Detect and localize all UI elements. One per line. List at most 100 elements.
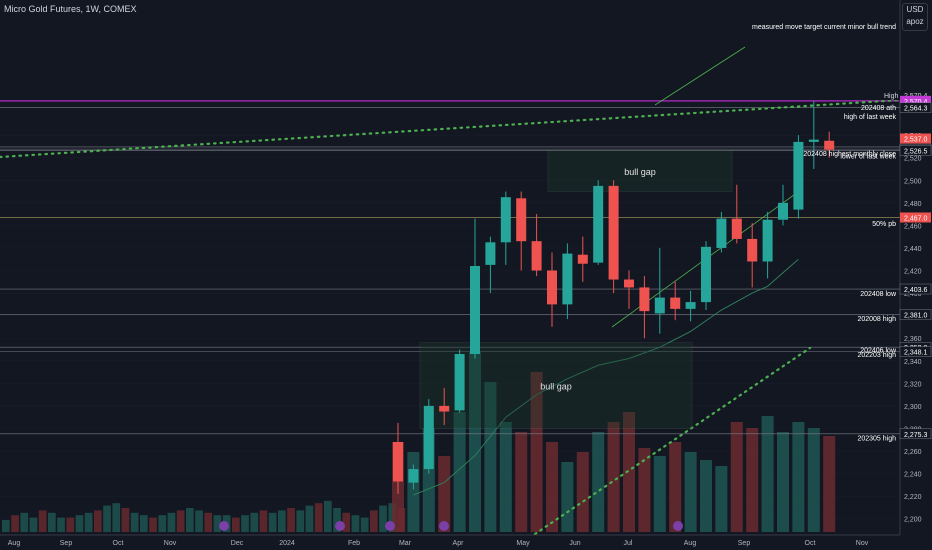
price-label-text: 2,403.6 (904, 287, 927, 294)
price-label[interactable]: 2,537.0 (900, 133, 931, 144)
volume-bar (469, 352, 481, 532)
price-tick: 2,360 (904, 336, 922, 343)
volume-bar (250, 512, 259, 532)
candle-body[interactable] (639, 287, 650, 312)
candle-body[interactable] (485, 242, 496, 265)
candle-body[interactable] (562, 253, 573, 305)
price-label[interactable]: 2,526.5 (899, 145, 932, 156)
volume-bar (761, 416, 774, 532)
time-axis[interactable]: Aug Sep Oct Nov Dec 2024 Feb Mar Apr May Jun Jul Aug… (0, 521, 900, 547)
volume-bar (94, 510, 102, 532)
volume-bar (278, 510, 286, 532)
candle-body[interactable] (531, 241, 542, 271)
volume-bar (241, 515, 249, 532)
volume-bar (259, 510, 268, 532)
price-tick: 2,300 (904, 404, 922, 411)
candle-body[interactable] (762, 219, 773, 262)
annotations: measured move target current minor bull … (752, 24, 897, 442)
volume-bar (176, 510, 185, 532)
candle-body[interactable] (408, 469, 419, 483)
candle-body[interactable] (670, 297, 681, 309)
volume-bar (370, 510, 378, 532)
candle-body[interactable] (624, 279, 634, 288)
price-axis[interactable]: 2,2002,2202,2402,2602,2802,3002,3202,340… (880, 0, 932, 550)
price-label-bg (899, 346, 932, 357)
volume-bars (2, 352, 836, 532)
event-marker-icon[interactable] (673, 521, 683, 531)
candle-body[interactable] (547, 270, 557, 305)
price-label[interactable]: 2,467.0 (900, 212, 931, 223)
volume-bar (484, 382, 497, 532)
candle-body[interactable] (731, 218, 742, 239)
candle-body[interactable] (808, 139, 819, 142)
event-marker-icon[interactable] (335, 521, 345, 531)
price-label[interactable]: 2,348.1 (899, 346, 932, 357)
bull-gap-label: bull gap (624, 167, 656, 177)
price-label[interactable]: 2,564.3 (899, 102, 932, 113)
candle-body[interactable] (608, 185, 619, 280)
price-label-bg (900, 212, 931, 223)
time-tick: Nov (164, 540, 177, 547)
time-tick: Jun (569, 540, 580, 547)
annotation-text: lower of last week (840, 153, 896, 160)
price-label-text: 2,275.3 (904, 432, 927, 439)
price-label-bg (880, 90, 931, 101)
price-label-bg (899, 428, 932, 440)
candle-body[interactable] (778, 202, 788, 220)
price-tick: 2,500 (904, 178, 922, 185)
volume-bar (438, 456, 451, 532)
volume-bar (623, 412, 635, 532)
event-marker-icon[interactable] (219, 521, 229, 531)
price-label[interactable]: 2,381.0 (899, 309, 932, 320)
candle-body[interactable] (685, 302, 696, 309)
candle-body[interactable] (454, 354, 465, 411)
candle-body[interactable] (593, 185, 604, 263)
volume-bar (48, 512, 56, 532)
price-tick: 2,200 (904, 517, 922, 524)
price-label[interactable]: 2,403.6 (899, 283, 932, 295)
candle-body[interactable] (470, 266, 480, 354)
volume-bar (546, 442, 558, 532)
price-label[interactable]: 2,570.4 (900, 95, 931, 106)
volume-bar (103, 505, 111, 532)
candle-body[interactable] (716, 218, 727, 248)
candle-body[interactable] (439, 405, 450, 412)
price-tick: 2,260 (904, 449, 922, 456)
annotation-text: 50% pb (872, 221, 896, 228)
volume-bar (515, 432, 528, 532)
candle-body[interactable] (516, 198, 527, 242)
candle-body[interactable] (701, 246, 711, 303)
candle-body[interactable] (793, 141, 804, 210)
price-label-text: 2,537.0 (904, 137, 927, 144)
candle-body[interactable] (393, 442, 403, 482)
volume-bar (20, 512, 29, 532)
candles[interactable] (393, 101, 835, 494)
channel-line-top (654, 46, 746, 106)
candle-body[interactable] (824, 140, 835, 150)
candle-body[interactable] (747, 238, 758, 262)
candle-body[interactable] (423, 405, 434, 470)
time-tick: Sep (738, 540, 751, 547)
candle-body[interactable] (577, 254, 588, 264)
event-marker-icon[interactable] (385, 521, 395, 531)
volume-bar (112, 503, 121, 532)
candle-body[interactable] (500, 197, 511, 243)
volume-bar (149, 517, 157, 532)
event-marker-icon[interactable] (439, 521, 449, 531)
trend-line-upper (0, 98, 902, 159)
moving-average-line (413, 258, 799, 496)
volume-bar (195, 510, 203, 532)
volume-bar (653, 456, 666, 532)
price-tick: 2,400 (904, 291, 922, 298)
volume-bar (700, 460, 712, 532)
volume-bar (66, 517, 75, 532)
price-label[interactable]: 2,275.3 (899, 428, 932, 440)
currency-button[interactable]: USD apoz (902, 3, 928, 31)
time-tick: Feb (348, 540, 360, 547)
volume-bar (333, 508, 341, 532)
candle-body[interactable] (654, 297, 665, 314)
time-tick: Apr (453, 540, 465, 547)
price-label-tag: High (884, 93, 899, 100)
volume-bar (592, 432, 605, 532)
